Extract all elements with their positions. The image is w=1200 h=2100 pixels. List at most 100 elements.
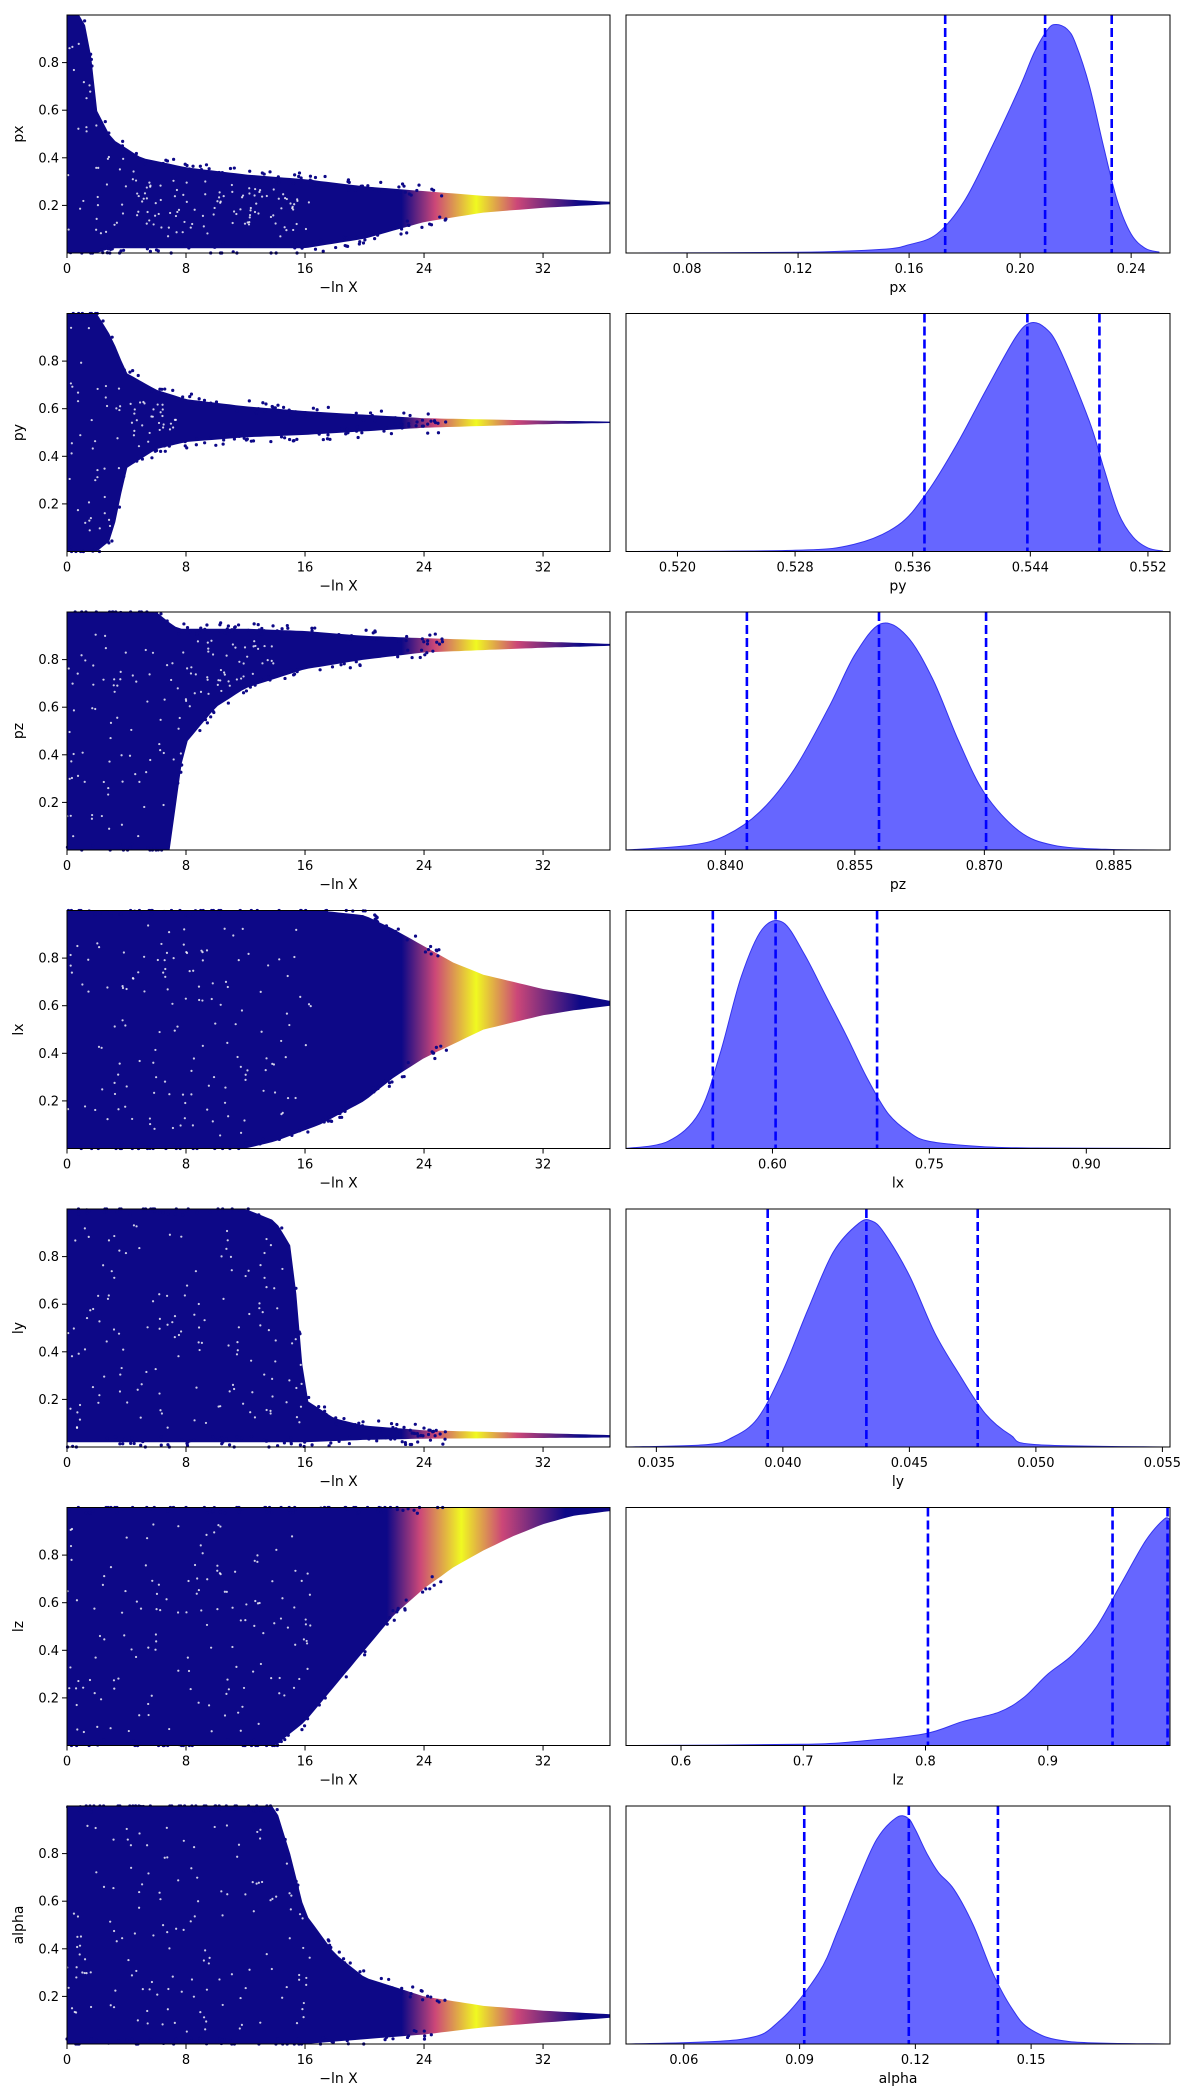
kde-panel-lx: 0.60 0.75 0.90 lx: [625, 910, 1171, 1192]
kde-panel-px: 0.08 0.12 0.16 0.20 0.24 px: [625, 14, 1171, 296]
scatter-x-ly-tick-label: 24: [416, 1456, 433, 1471]
kde-x-py-tick-label: 0.544: [1012, 561, 1049, 576]
scatter-panel-lx: 0 8 16 24 32 0.2 0.4 0.6 0.8 −ln X lx: [11, 908, 611, 1192]
kde-axes-px: [625, 14, 1171, 254]
scatter-y-alpha-tick-label: 0.4: [38, 1942, 59, 1957]
scatter-y-alpha-tick-label: 0.2: [38, 1990, 59, 2005]
scatter-x-py-tick-label: 0: [63, 561, 71, 576]
scatter-y-px-tick-label: 0.6: [38, 104, 59, 119]
scatter-gaps-lx: [66, 924, 312, 1137]
scatter-x-py-tick-label: 24: [416, 561, 433, 576]
scatter-edge-dots-lz: [67, 1505, 445, 1748]
scatter-gaps-alpha: [66, 1824, 311, 2033]
kde-x-ly-tick-label: 0.035: [638, 1456, 675, 1471]
scatter-xlabel-lz: −ln X: [319, 1773, 358, 1789]
scatter-x-alpha-tick-label: 8: [182, 2053, 190, 2068]
scatter-x-lx-tick-label: 24: [416, 1158, 433, 1173]
scatter-x-pz-tick-label: 32: [535, 859, 552, 874]
scatter-edge-dots-pz: [65, 610, 445, 852]
scatter-x-px-tick-label: 8: [182, 262, 190, 277]
scatter-x-lx-tick-label: 32: [535, 1158, 552, 1173]
scatter-xlabel-ly: −ln X: [319, 1474, 358, 1490]
scatter-x-ly-tick-label: 16: [297, 1456, 314, 1471]
scatter-ylabel-alpha: alpha: [11, 1906, 27, 1945]
scatter-x-py-tick-label: 8: [182, 561, 190, 576]
scatter-x-lz-tick-label: 16: [297, 1755, 314, 1770]
scatter-axes-lx: [66, 910, 611, 1149]
scatter-x-lz-tick-label: 0: [63, 1755, 71, 1770]
scatter-y-lz-tick-label: 0.4: [38, 1644, 59, 1659]
kde-axes-lx: [625, 910, 1171, 1149]
scatter-y-lz-tick-label: 0.6: [38, 1596, 59, 1611]
scatter-panel-pz: 0 8 16 24 32 0.2 0.4 0.6 0.8 −ln X pz: [11, 610, 611, 893]
kde-x-lx-tick-label: 0.90: [1072, 1158, 1101, 1173]
scatter-panel-py: 0 8 16 24 32 0.2 0.4 0.6 0.8 −ln X py: [11, 311, 611, 595]
scatter-x-py-tick-label: 32: [535, 561, 552, 576]
kde-panel-alpha: 0.06 0.09 0.12 0.15 alpha: [625, 1805, 1171, 2087]
kde-x-px-tick-label: 0.12: [784, 262, 813, 277]
kde-x-px-tick-label: 0.08: [673, 262, 702, 277]
scatter-x-pz-tick-label: 8: [182, 859, 190, 874]
scatter-y-pz-tick-label: 0.2: [38, 796, 59, 811]
scatter-ylabel-pz: pz: [11, 723, 27, 739]
scatter-x-lz-tick-label: 24: [416, 1755, 433, 1770]
kde-x-lx-tick-label: 0.75: [915, 1158, 944, 1173]
scatter-y-px-tick-label: 0.8: [38, 56, 59, 71]
kde-panel-lz: 0.6 0.7 0.8 0.9 lz: [625, 1507, 1171, 1789]
kde-axes-pz: [625, 611, 1171, 851]
kde-area-px: [625, 23, 1160, 254]
kde-x-px-tick-label: 0.24: [1117, 262, 1146, 277]
scatter-y-px-tick-label: 0.2: [38, 199, 59, 214]
scatter-x-lx-tick-label: 0: [63, 1158, 71, 1173]
scatter-gaps-py: [68, 326, 177, 532]
kde-xlabel-px: px: [889, 280, 906, 296]
scatter-y-ly-tick-label: 0.6: [38, 1298, 59, 1313]
scatter-y-lx-tick-label: 0.6: [38, 999, 59, 1014]
scatter-x-ly-tick-label: 0: [63, 1456, 71, 1471]
scatter-x-pz-tick-label: 0: [63, 859, 71, 874]
scatter-axes-lz: [66, 1507, 611, 1746]
scatter-panel-alpha: 0 8 16 24 32 0.2 0.4 0.6 0.8 −ln X alpha: [11, 1804, 611, 2087]
scatter-ylabel-ly: ly: [11, 1322, 27, 1334]
scatter-xlabel-alpha: −ln X: [319, 2071, 358, 2087]
scatter-gaps-pz: [66, 633, 275, 838]
kde-x-ly-tick-label: 0.045: [891, 1456, 928, 1471]
scatter-x-lz-tick-label: 8: [182, 1755, 190, 1770]
scatter-panel-lz: 0 8 16 24 32 0.2 0.4 0.6 0.8 −ln X lz: [11, 1505, 611, 1789]
scatter-points-px: [67, 15, 610, 253]
scatter-y-lx-tick-label: 0.8: [38, 952, 59, 967]
scatter-y-py-tick-label: 0.6: [38, 402, 59, 417]
kde-x-py-tick-label: 0.536: [894, 561, 931, 576]
scatter-y-ly-tick-label: 0.8: [38, 1250, 59, 1265]
scatter-points-pz: [67, 612, 610, 850]
kde-x-px-tick-label: 0.20: [1006, 262, 1035, 277]
scatter-x-lx-tick-label: 16: [297, 1158, 314, 1173]
scatter-edge-dots-alpha: [65, 1804, 447, 2046]
kde-x-pz-tick-label: 0.855: [836, 859, 873, 874]
kde-axes-lz: [625, 1507, 1171, 1746]
scatter-x-lz-tick-label: 32: [535, 1755, 552, 1770]
kde-axes-py: [625, 313, 1171, 552]
kde-x-lz-tick-label: 0.8: [915, 1755, 936, 1770]
scatter-ylabel-lx: lx: [11, 1023, 27, 1035]
scatter-points-lz: [67, 1507, 610, 1746]
scatter-y-pz-tick-label: 0.4: [38, 748, 59, 763]
kde-x-px-tick-label: 0.16: [895, 262, 924, 277]
kde-area-py: [625, 321, 1164, 552]
kde-x-lz-tick-label: 0.7: [793, 1755, 814, 1770]
scatter-y-pz-tick-label: 0.8: [38, 653, 59, 668]
scatter-x-alpha-tick-label: 0: [63, 2053, 71, 2068]
scatter-xlabel-px: −ln X: [319, 280, 358, 296]
kde-xlabel-ly: ly: [892, 1474, 904, 1490]
scatter-y-lx-tick-label: 0.4: [38, 1047, 59, 1062]
kde-x-lz-tick-label: 0.9: [1037, 1755, 1058, 1770]
scatter-y-lz-tick-label: 0.2: [38, 1691, 59, 1706]
kde-axes-ly: [625, 1208, 1171, 1448]
kde-x-ly-tick-label: 0.050: [1017, 1456, 1054, 1471]
scatter-x-alpha-tick-label: 32: [535, 2053, 552, 2068]
kde-panel-ly: 0.035 0.040 0.045 0.050 0.055 ly: [625, 1208, 1181, 1490]
scatter-y-py-tick-label: 0.4: [38, 450, 59, 465]
kde-x-pz-tick-label: 0.840: [707, 859, 744, 874]
kde-x-lx-tick-label: 0.60: [758, 1158, 787, 1173]
